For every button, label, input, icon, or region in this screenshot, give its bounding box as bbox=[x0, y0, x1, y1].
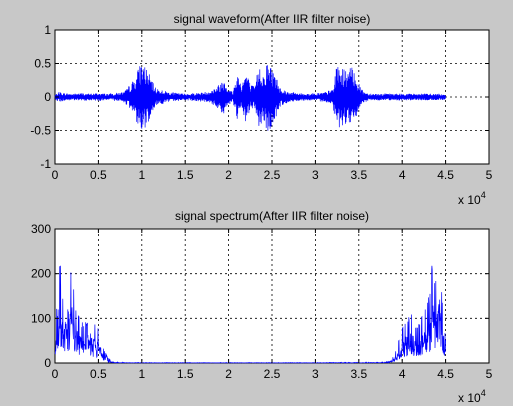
spectrum-xtick-label: 2 bbox=[225, 367, 232, 381]
spectrum-xtick-label: 1 bbox=[138, 367, 145, 381]
waveform-xtick-label: 1.5 bbox=[177, 168, 194, 182]
spectrum-ytick-label: 0 bbox=[44, 356, 51, 370]
waveform-xtick-label: 1 bbox=[138, 168, 145, 182]
spectrum-x-multiplier-exp: 4 bbox=[481, 388, 486, 398]
waveform-ytick-label: -1 bbox=[40, 157, 51, 171]
waveform-title: signal waveform(After IIR filter noise) bbox=[174, 12, 371, 26]
spectrum-axes: 0 0.5 1 1.5 2 2.5 3 3.5 4 4.5 5 0 100 200 300 signal s… bbox=[31, 209, 493, 405]
waveform-ytick-label: -0.5 bbox=[30, 124, 51, 138]
spectrum-series-line bbox=[54, 265, 446, 364]
waveform-x-multiplier: x 104 bbox=[458, 190, 486, 207]
spectrum-series bbox=[54, 265, 446, 364]
spectrum-ytick-label: 100 bbox=[31, 311, 51, 325]
waveform-series bbox=[54, 65, 446, 131]
spectrum-xtick-label: 2.5 bbox=[264, 367, 281, 381]
spectrum-ytick-label: 200 bbox=[31, 267, 51, 281]
waveform-ytick-label: 0.5 bbox=[34, 57, 51, 71]
spectrum-ticks: 0 0.5 1 1.5 2 2.5 3 3.5 4 4.5 5 0 100 200 300 bbox=[31, 222, 493, 381]
waveform-ytick-label: 0 bbox=[44, 90, 51, 104]
waveform-ticks: 0 0.5 1 1.5 2 2.5 3 3.5 4 4.5 5 -1 -0.5 0 0.5 1 bbox=[30, 23, 492, 182]
spectrum-xtick-label: 3.5 bbox=[350, 367, 367, 381]
waveform-xtick-label: 2.5 bbox=[264, 168, 281, 182]
spectrum-xtick-label: 4 bbox=[399, 367, 406, 381]
spectrum-xtick-label: 1.5 bbox=[177, 367, 194, 381]
spectrum-xtick-label: 0 bbox=[52, 367, 59, 381]
waveform-ytick-label: 1 bbox=[44, 23, 51, 37]
waveform-xtick-label: 5 bbox=[486, 168, 493, 182]
spectrum-xtick-label: 0.5 bbox=[90, 367, 107, 381]
spectrum-x-multiplier: x 104 bbox=[458, 388, 486, 405]
waveform-axes: 0 0.5 1 1.5 2 2.5 3 3.5 4 4.5 5 -1 -0.5 0 0.5 1 signal … bbox=[30, 12, 492, 207]
spectrum-xtick-label: 4.5 bbox=[437, 367, 454, 381]
waveform-xtick-label: 2 bbox=[225, 168, 232, 182]
spectrum-xtick-label: 5 bbox=[486, 367, 493, 381]
waveform-xtick-label: 0.5 bbox=[90, 168, 107, 182]
spectrum-title: signal spectrum(After IIR filter noise) bbox=[175, 209, 369, 223]
waveform-xtick-label: 3 bbox=[312, 168, 319, 182]
spectrum-xtick-label: 3 bbox=[312, 367, 319, 381]
waveform-xtick-label: 0 bbox=[52, 168, 59, 182]
waveform-xtick-label: 3.5 bbox=[350, 168, 367, 182]
spectrum-ytick-label: 300 bbox=[31, 222, 51, 236]
waveform-series-line bbox=[54, 65, 446, 131]
waveform-x-multiplier-exp: 4 bbox=[481, 190, 486, 200]
waveform-xtick-label: 4 bbox=[399, 168, 406, 182]
waveform-xtick-label: 4.5 bbox=[437, 168, 454, 182]
